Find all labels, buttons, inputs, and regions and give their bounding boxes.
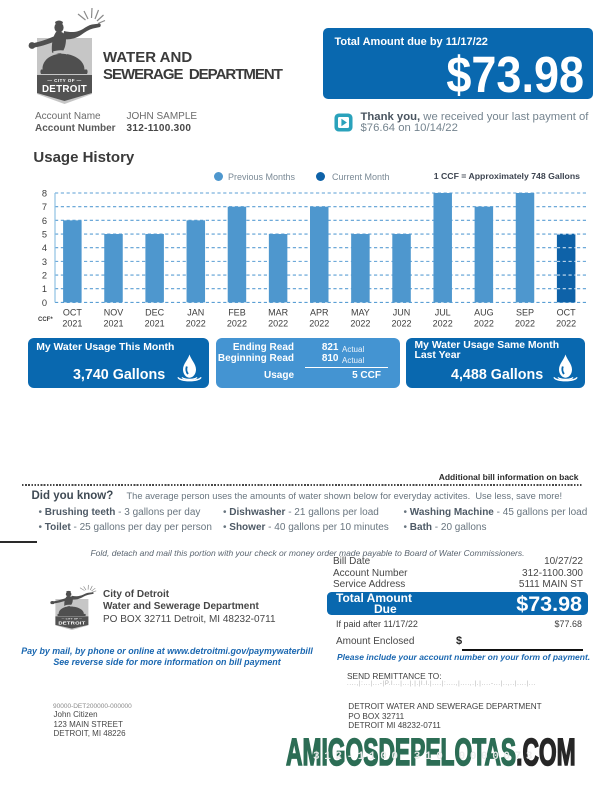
svg-text:2022: 2022 bbox=[186, 319, 206, 329]
svg-text:MAY: MAY bbox=[351, 308, 370, 318]
svg-text:2022: 2022 bbox=[350, 319, 370, 329]
svg-text:MAR: MAR bbox=[268, 308, 289, 318]
svg-text:JUN: JUN bbox=[393, 308, 411, 318]
svg-text:NOV: NOV bbox=[104, 308, 124, 318]
svg-text:AUG: AUG bbox=[474, 308, 494, 318]
svg-text:2022: 2022 bbox=[556, 319, 576, 329]
svg-text:2022: 2022 bbox=[515, 319, 535, 329]
svg-text:OCT: OCT bbox=[63, 308, 83, 318]
svg-text:2022: 2022 bbox=[474, 319, 494, 329]
svg-text:4: 4 bbox=[42, 243, 47, 253]
svg-text:2021: 2021 bbox=[145, 319, 165, 329]
svg-text:2022: 2022 bbox=[433, 319, 453, 329]
svg-text:0: 0 bbox=[42, 298, 47, 308]
svg-text:2022: 2022 bbox=[227, 319, 247, 329]
svg-text:SEP: SEP bbox=[516, 308, 534, 318]
svg-text:3: 3 bbox=[42, 257, 47, 267]
svg-text:2: 2 bbox=[42, 270, 47, 280]
svg-text:2022: 2022 bbox=[392, 319, 412, 329]
svg-text:7: 7 bbox=[42, 202, 47, 212]
svg-text:5: 5 bbox=[42, 229, 47, 239]
svg-text:APR: APR bbox=[310, 308, 329, 318]
svg-text:OCT: OCT bbox=[557, 308, 577, 318]
svg-text:1: 1 bbox=[42, 284, 47, 294]
svg-text:JUL: JUL bbox=[435, 308, 451, 318]
svg-text:8: 8 bbox=[42, 188, 47, 198]
svg-text:2021: 2021 bbox=[62, 319, 82, 329]
svg-text:FEB: FEB bbox=[228, 308, 246, 318]
svg-text:CCF*: CCF* bbox=[38, 317, 53, 323]
svg-text:2022: 2022 bbox=[309, 319, 329, 329]
svg-text:JAN: JAN bbox=[187, 308, 204, 318]
svg-text:DEC: DEC bbox=[145, 308, 165, 318]
svg-text:2022: 2022 bbox=[268, 319, 288, 329]
svg-text:2021: 2021 bbox=[103, 319, 123, 329]
svg-text:6: 6 bbox=[42, 216, 47, 226]
